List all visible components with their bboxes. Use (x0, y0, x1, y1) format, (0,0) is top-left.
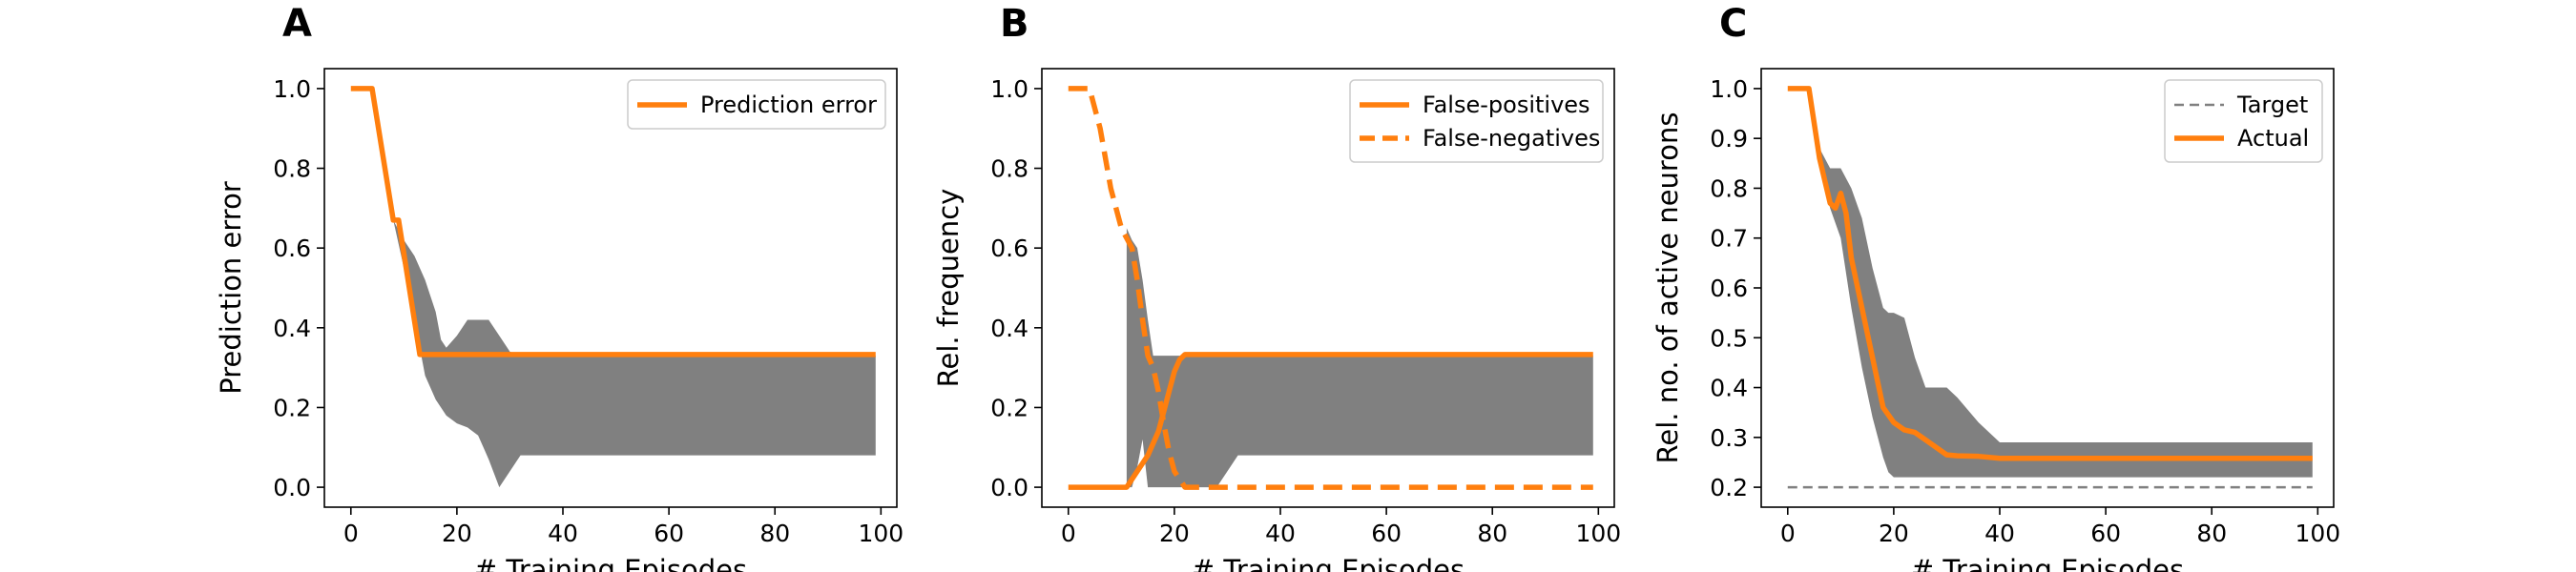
panel-letter: B (1000, 2, 1029, 46)
legend: False-positives False-negatives (1349, 79, 1604, 163)
plot-area (1068, 86, 1593, 490)
y-tick-label: 0.4 (273, 315, 311, 342)
series-line-prediction-error (350, 86, 876, 358)
x-tick-label: 100 (2295, 520, 2340, 547)
series-line-false-positives (1068, 352, 1593, 490)
y-tick-label: 1.0 (273, 75, 311, 103)
y-tick-label: 0.0 (990, 474, 1028, 501)
panel-c: 0 20 40 60 80 100 0.2 0.3 0.4 0.5 0.6 0.7 0.8 0.9 1.0 #… (1652, 2, 2340, 572)
x-tick-label: 40 (1984, 520, 2015, 547)
y-tick-label: 0.2 (273, 394, 311, 421)
y-axis-label: Prediction error (215, 181, 247, 395)
series-line-false-negatives (1068, 86, 1593, 490)
x-tick-label: 100 (1575, 520, 1621, 547)
x-tick-label: 80 (1477, 520, 1507, 547)
y-tick-label: 0.5 (1710, 324, 1748, 352)
legend-box (627, 79, 886, 130)
legend-label: Actual (2237, 125, 2309, 152)
y-tick-label: 1.0 (1710, 75, 1748, 103)
legend: Target Actual (2164, 79, 2323, 163)
y-tick-label: 0.8 (1710, 174, 1748, 202)
panel-b: 0 20 40 60 80 100 0.0 0.2 0.4 0.6 0.8 1.0 # Training… (932, 2, 1621, 572)
panel-letter: C (1719, 2, 1747, 46)
legend: Prediction error (627, 79, 886, 130)
spread-band (1126, 228, 1593, 488)
y-tick-label: 0.7 (1710, 225, 1748, 253)
series-line-actual (1787, 86, 2313, 461)
spread-band (393, 219, 876, 488)
panel-a: 0 20 40 60 80 100 0.0 0.2 0.4 0.6 0.8 1.0 # Training… (215, 2, 904, 572)
x-tick-label: 0 (343, 520, 359, 547)
legend-label: Prediction error (700, 92, 877, 118)
axes-frame (323, 68, 898, 508)
x-tick-label: 0 (1061, 520, 1076, 547)
x-tick-label: 0 (1780, 520, 1796, 547)
y-tick-label: 0.9 (1710, 125, 1748, 153)
x-tick-label: 80 (759, 520, 790, 547)
y-tick-label: 1.0 (990, 75, 1028, 103)
y-tick-label: 0.2 (990, 394, 1028, 421)
x-tick-label: 20 (1879, 520, 1909, 547)
y-tick-label: 0.6 (1710, 275, 1748, 302)
y-tick-label: 0.6 (990, 235, 1028, 262)
axes-frame (1041, 68, 1615, 508)
legend-label: Target (2236, 92, 2308, 118)
y-tick-label: 0.4 (1710, 375, 1748, 402)
y-tick-label: 0.0 (273, 474, 311, 501)
legend-label: False-negatives (1423, 125, 1600, 152)
plot-area (350, 86, 876, 488)
y-tick-label: 0.6 (273, 235, 311, 262)
x-tick-label: 60 (654, 520, 684, 547)
x-axis-label: # Training Episodes (1911, 554, 2184, 572)
x-axis-label: # Training Episodes (1192, 554, 1465, 572)
y-tick-label: 0.8 (273, 155, 311, 183)
plot-area (1787, 86, 2313, 489)
x-tick-label: 100 (858, 520, 904, 547)
panel-letter: A (282, 2, 312, 46)
y-tick-label: 0.3 (1710, 424, 1748, 452)
x-tick-label: 40 (548, 520, 578, 547)
y-tick-label: 0.8 (990, 155, 1028, 183)
legend-box (2164, 79, 2323, 163)
x-tick-label: 20 (1159, 520, 1190, 547)
legend-box (1349, 79, 1604, 163)
y-axis-label: Rel. frequency (932, 189, 965, 388)
x-tick-label: 60 (2090, 520, 2121, 547)
y-tick-label: 0.2 (1710, 474, 1748, 501)
y-axis-label: Rel. no. of active neurons (1652, 112, 1684, 464)
x-tick-label: 60 (1371, 520, 1402, 547)
legend-label: False-positives (1423, 92, 1590, 118)
x-tick-label: 80 (2196, 520, 2227, 547)
x-axis-label: # Training Episodes (474, 554, 747, 572)
x-tick-label: 20 (442, 520, 472, 547)
x-tick-label: 40 (1265, 520, 1296, 547)
y-tick-label: 0.4 (990, 315, 1028, 342)
